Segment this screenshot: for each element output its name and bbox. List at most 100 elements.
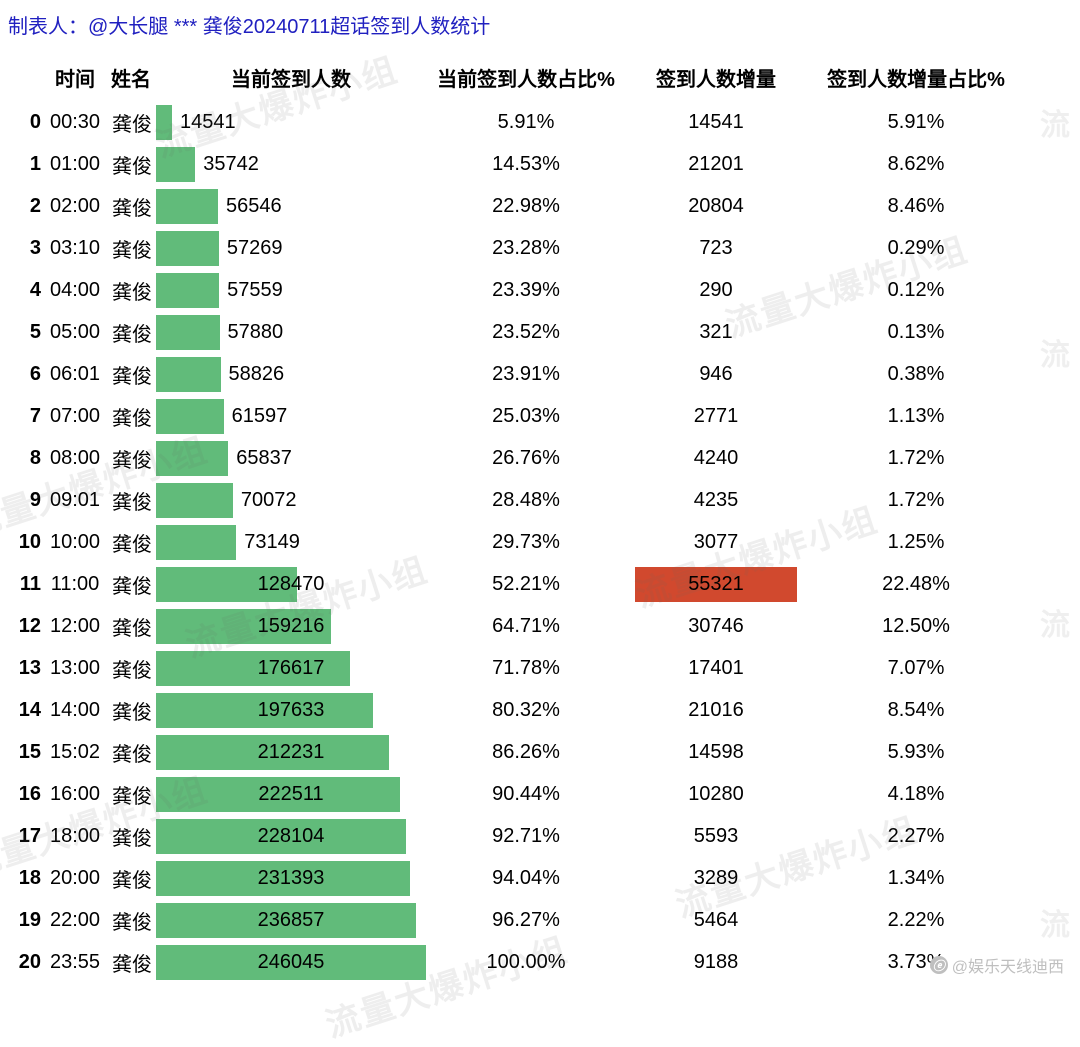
cell-time: 00:30 (44, 111, 106, 134)
cell-idx: 3 (8, 237, 44, 260)
table-row: 1313:00龚俊17661771.78%174017.07% (8, 647, 1072, 689)
cell-incpct: 2.22% (806, 909, 1026, 932)
table-row: 404:00龚俊5755923.39%2900.12% (8, 269, 1072, 311)
cell-inc-value: 4235 (694, 489, 739, 512)
bar-value: 61597 (224, 405, 288, 428)
cell-idx: 6 (8, 363, 44, 386)
cell-incpct: 5.93% (806, 741, 1026, 764)
bar-value: 222511 (156, 783, 426, 806)
cell-bar: 197633 (156, 689, 426, 731)
table-row: 707:00龚俊6159725.03%27711.13% (8, 395, 1072, 437)
bar-fill: 70072 (156, 483, 233, 518)
cell-time: 05:00 (44, 321, 106, 344)
footer-watermark: ⓔ @娱乐天线迪西 (930, 953, 1064, 977)
bar-value: 73149 (236, 531, 300, 554)
bar-fill: 57880 (156, 315, 220, 350)
bar-value: 57559 (219, 279, 283, 302)
cell-name: 龚俊 (106, 360, 156, 389)
table-row: 303:10龚俊5726923.28%7230.29% (8, 227, 1072, 269)
table-row: 1111:00龚俊12847052.21%5532122.48% (8, 563, 1072, 605)
table-row: 606:01龚俊5882623.91%9460.38% (8, 353, 1072, 395)
cell-pct: 64.71% (426, 615, 626, 638)
cell-bar: 236857 (156, 899, 426, 941)
cell-time: 20:00 (44, 867, 106, 890)
cell-pct: 52.21% (426, 573, 626, 596)
cell-pct: 90.44% (426, 783, 626, 806)
cell-pct: 26.76% (426, 447, 626, 470)
table-row: 2023:55龚俊246045100.00%91883.73% (8, 941, 1072, 983)
cell-time: 22:00 (44, 909, 106, 932)
cell-time: 10:00 (44, 531, 106, 554)
cell-time: 14:00 (44, 699, 106, 722)
bar-value: 228104 (156, 825, 426, 848)
cell-name: 龚俊 (106, 444, 156, 473)
cell-time: 08:00 (44, 447, 106, 470)
col-header-inc: 签到人数增量 (626, 53, 806, 101)
cell-inc: 55321 (626, 563, 806, 605)
cell-idx: 2 (8, 195, 44, 218)
cell-inc-value: 290 (699, 279, 732, 302)
cell-bar: 128470 (156, 563, 426, 605)
cell-name: 龚俊 (106, 570, 156, 599)
cell-incpct: 0.38% (806, 363, 1026, 386)
cell-name: 龚俊 (106, 864, 156, 893)
cell-bar: 57880 (156, 311, 426, 353)
cell-inc-value: 21201 (688, 153, 744, 176)
cell-time: 07:00 (44, 405, 106, 428)
cell-name: 龚俊 (106, 906, 156, 935)
cell-idx: 16 (8, 783, 44, 806)
cell-inc-value: 4240 (694, 447, 739, 470)
cell-pct: 14.53% (426, 153, 626, 176)
col-header-bar: 当前签到人数 (156, 63, 426, 92)
cell-inc-value: 14541 (688, 111, 744, 134)
cell-pct: 80.32% (426, 699, 626, 722)
bar-fill: 246045 (156, 945, 426, 980)
cell-idx: 14 (8, 699, 44, 722)
table-row: 505:00龚俊5788023.52%3210.13% (8, 311, 1072, 353)
bar-fill: 176617 (156, 651, 350, 686)
cell-pct: 86.26% (426, 741, 626, 764)
cell-name: 龚俊 (106, 318, 156, 347)
bar-value: 56546 (218, 195, 282, 218)
cell-idx: 4 (8, 279, 44, 302)
cell-idx: 7 (8, 405, 44, 428)
cell-idx: 5 (8, 321, 44, 344)
cell-pct: 5.91% (426, 111, 626, 134)
bar-fill: 61597 (156, 399, 224, 434)
bar-fill: 231393 (156, 861, 410, 896)
cell-bar: 159216 (156, 605, 426, 647)
cell-incpct: 1.13% (806, 405, 1026, 428)
page-title: 制表人：@大长腿 *** 龚俊20240711超话签到人数统计 (0, 0, 1080, 53)
cell-inc: 5593 (626, 815, 806, 857)
bar-fill: 128470 (156, 567, 297, 602)
cell-incpct: 2.27% (806, 825, 1026, 848)
cell-inc: 4235 (626, 479, 806, 521)
cell-idx: 12 (8, 615, 44, 638)
bar-value: 231393 (156, 867, 426, 890)
cell-idx: 13 (8, 657, 44, 680)
cell-incpct: 22.48% (806, 573, 1026, 596)
cell-pct: 23.52% (426, 321, 626, 344)
cell-name: 龚俊 (106, 822, 156, 851)
cell-time: 03:10 (44, 237, 106, 260)
table-row: 1212:00龚俊15921664.71%3074612.50% (8, 605, 1072, 647)
col-header-pct: 当前签到人数占比% (426, 63, 626, 92)
cell-inc: 4240 (626, 437, 806, 479)
cell-incpct: 1.72% (806, 489, 1026, 512)
bar-value: 35742 (195, 153, 259, 176)
bar-value: 236857 (156, 909, 426, 932)
cell-inc: 723 (626, 227, 806, 269)
cell-time: 18:00 (44, 825, 106, 848)
bar-fill: 236857 (156, 903, 416, 938)
cell-bar: 176617 (156, 647, 426, 689)
cell-bar: 58826 (156, 353, 426, 395)
bar-fill: 159216 (156, 609, 331, 644)
cell-inc: 946 (626, 353, 806, 395)
cell-bar: 14541 (156, 101, 426, 143)
cell-bar: 57559 (156, 269, 426, 311)
cell-inc: 21201 (626, 143, 806, 185)
cell-bar: 57269 (156, 227, 426, 269)
cell-name: 龚俊 (106, 528, 156, 557)
cell-inc-value: 5464 (694, 909, 739, 932)
cell-pct: 25.03% (426, 405, 626, 428)
